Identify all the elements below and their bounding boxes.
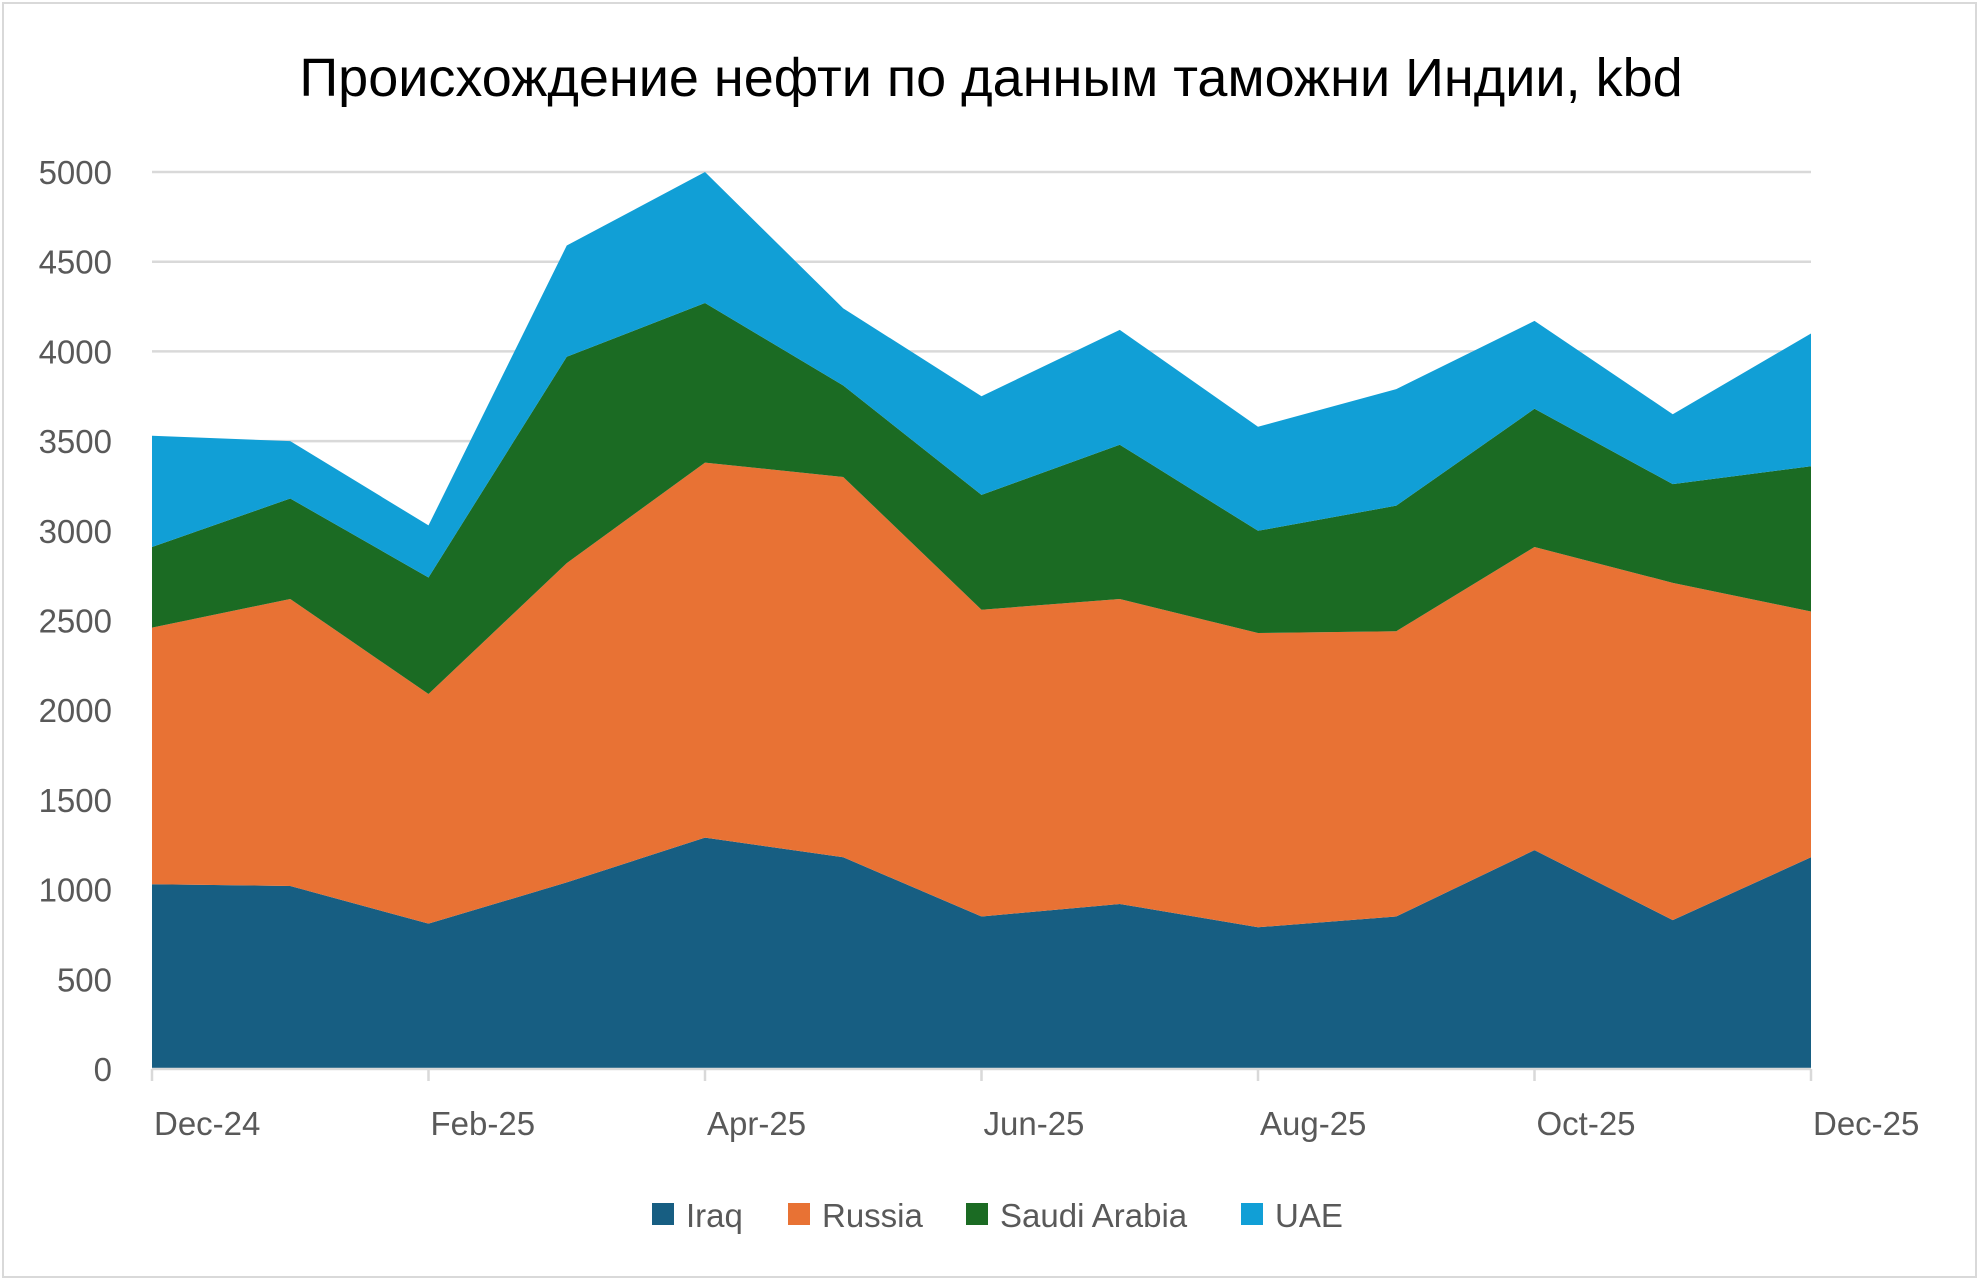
y-tick-label: 0 — [94, 1051, 112, 1088]
area-russia — [152, 462, 1811, 928]
x-tick-label: Feb-25 — [431, 1105, 536, 1142]
x-tick-label: Dec-25 — [1813, 1105, 1919, 1142]
x-tick-label: Jun-25 — [984, 1105, 1085, 1142]
legend-label: Iraq — [686, 1197, 743, 1234]
y-tick-label: 3500 — [39, 423, 112, 460]
x-tick-label: Dec-24 — [154, 1105, 260, 1142]
legend-swatch — [788, 1203, 810, 1225]
y-tick-label: 1000 — [39, 872, 112, 909]
area-iraq — [152, 837, 1811, 1069]
y-tick-label: 4000 — [39, 333, 112, 370]
y-tick-label: 1500 — [39, 782, 112, 819]
y-tick-label: 5000 — [39, 154, 112, 191]
legend-swatch — [966, 1203, 988, 1225]
y-tick-label: 500 — [57, 961, 112, 998]
legend-item-saudi-arabia: Saudi Arabia — [966, 1197, 1188, 1234]
x-tick-label: Apr-25 — [707, 1105, 806, 1142]
legend-item-russia: Russia — [788, 1197, 924, 1234]
y-tick-label: 4500 — [39, 244, 112, 281]
x-tick-label: Oct-25 — [1537, 1105, 1636, 1142]
legend-label: Russia — [822, 1197, 924, 1234]
legend-item-uae: UAE — [1241, 1197, 1343, 1234]
y-tick-label: 3000 — [39, 513, 112, 550]
area-saudi-arabia — [152, 302, 1811, 695]
legend-swatch — [652, 1203, 674, 1225]
y-tick-label: 2500 — [39, 603, 112, 640]
legend-label: UAE — [1275, 1197, 1343, 1234]
x-tick-label: Aug-25 — [1260, 1105, 1366, 1142]
legend-item-iraq: Iraq — [652, 1197, 743, 1234]
legend-label: Saudi Arabia — [1000, 1197, 1188, 1234]
area-uae — [152, 172, 1811, 578]
legend-swatch — [1241, 1203, 1263, 1225]
chart-title: Происхождение нефти по данным таможни Ин… — [299, 48, 1682, 108]
y-tick-label: 2000 — [39, 692, 112, 729]
